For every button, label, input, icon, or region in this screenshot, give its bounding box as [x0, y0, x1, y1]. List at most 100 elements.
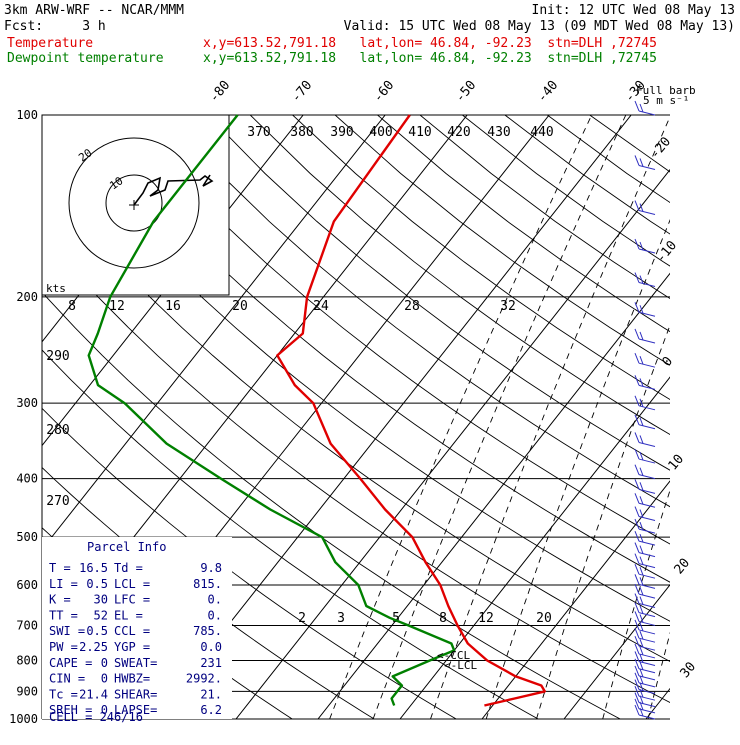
- theta-label: 390: [330, 125, 353, 140]
- parcel-value: SHEAR=: [114, 687, 157, 701]
- wind-barb: [635, 673, 655, 687]
- parcel-value: LCL =: [114, 577, 150, 591]
- parcel-value: 21.4: [79, 687, 108, 701]
- isotherm: [318, 115, 740, 719]
- theta-label: 400: [369, 125, 392, 140]
- parcel-value: PW =: [49, 640, 78, 654]
- parcel-value: 2.25: [79, 640, 108, 654]
- theta-left-label: 280: [46, 423, 69, 438]
- isotherm-label: -70: [289, 78, 316, 106]
- parcel-value: 2992.: [186, 672, 222, 686]
- theta-label: 430: [487, 125, 510, 140]
- parcel-value: HWBZ=: [114, 672, 150, 686]
- isotherm-label: -20: [648, 134, 675, 162]
- parcel-value: Td =: [114, 561, 143, 575]
- wind-barb: [635, 479, 655, 493]
- wind-barb: [635, 574, 655, 588]
- dry-adiabat: [547, 115, 740, 719]
- parcel-value: 0.5: [86, 577, 108, 591]
- theta-label: 420: [447, 125, 470, 140]
- wind-barb: [635, 329, 655, 343]
- parcel-value: 0.: [208, 608, 222, 622]
- dewpoint-legend-label: Dewpoint temperature: [7, 51, 164, 66]
- wind-barb: [635, 273, 655, 287]
- wind-barb: [635, 611, 655, 625]
- wind-barb: [635, 155, 655, 169]
- parcel-value: 6.2: [200, 703, 222, 717]
- wind-barb: [635, 628, 655, 642]
- pressure-tick-300: 300: [16, 396, 38, 410]
- pressure-tick-900: 900: [16, 684, 38, 698]
- parcel-value: CCL =: [114, 624, 150, 638]
- hodograph: 20 10 kts: [42, 115, 229, 295]
- mixing-label: 2: [298, 611, 306, 626]
- model-title: 3km ARW-WRF -- NCAR/MMM: [4, 3, 184, 18]
- pressure-tick-500: 500: [16, 530, 38, 544]
- parcel-value: 0: [101, 656, 108, 670]
- mixing-ratio-line: [648, 115, 740, 719]
- dry-adiabat: [250, 115, 740, 719]
- temperature-legend-label: Temperature: [7, 36, 93, 51]
- theta-label: 410: [408, 125, 431, 140]
- pressure-tick-400: 400: [16, 472, 38, 486]
- parcel-value: CIN =: [49, 672, 85, 686]
- mixing-label: 8: [439, 611, 447, 626]
- isotherm-label: 20: [672, 556, 694, 578]
- parcel-value: EL =: [114, 608, 143, 622]
- pressure-tick-1000: 1000: [9, 712, 38, 726]
- pressure-tick-200: 200: [16, 290, 38, 304]
- parcel-value: 785.: [193, 624, 222, 638]
- parcel-value: 21.: [200, 687, 222, 701]
- mixing-ratio-line: [603, 115, 740, 719]
- parcel-value: Tc =: [49, 687, 78, 701]
- wind-barb: [635, 666, 655, 680]
- theta-label: 440: [530, 125, 553, 140]
- mixing-label: 12: [478, 611, 494, 626]
- wind-barb: [635, 415, 655, 429]
- parcel-value: 16.5: [79, 561, 108, 575]
- parcel-value: 815.: [193, 577, 222, 591]
- mixing-label: 12: [109, 299, 125, 314]
- theta-label: 380: [290, 125, 313, 140]
- isotherm-label: -80: [207, 78, 234, 106]
- parcel-value: TT =: [49, 608, 78, 622]
- parcel-value: 0.0: [200, 640, 222, 654]
- hodograph-units: kts: [46, 282, 66, 295]
- theta-label: 370: [247, 125, 270, 140]
- mixing-label: 28: [404, 299, 420, 314]
- dry-adiabat: [165, 115, 740, 719]
- mixing-label: 16: [165, 299, 181, 314]
- isotherm: [728, 115, 740, 719]
- init-time: Init: 12 UTC Wed 08 May 13: [532, 3, 736, 18]
- parcel-value: YGP =: [114, 640, 150, 654]
- mixing-label: 32: [500, 299, 516, 314]
- isotherm: [400, 115, 740, 719]
- mixing-label: 24: [313, 299, 329, 314]
- parcel-value: LFC =: [114, 593, 150, 607]
- mixing-label: 8: [68, 299, 76, 314]
- isotherm-label: -60: [371, 78, 398, 106]
- theta-left-label: 270: [46, 494, 69, 509]
- wind-barb: [635, 531, 655, 545]
- parcel-value: SWI =: [49, 624, 85, 638]
- wind-barb: [635, 353, 655, 367]
- wind-barbs: [635, 101, 655, 719]
- wind-barb: [635, 375, 655, 389]
- mixing-ratio-line: [373, 115, 626, 719]
- pressure-tick-700: 700: [16, 618, 38, 632]
- parcel-info-title: Parcel Info: [87, 540, 166, 554]
- isotherm-label: 0: [660, 354, 677, 370]
- parcel-value: SWEAT=: [114, 656, 157, 670]
- parcel-value: 9.8: [200, 561, 222, 575]
- pressure-tick-600: 600: [16, 578, 38, 592]
- wind-barb: [635, 507, 655, 521]
- isotherm-label: -50: [453, 78, 480, 106]
- parcel-value: 0.: [208, 593, 222, 607]
- dry-adiabat: [590, 115, 740, 719]
- theta-left-label: 290: [46, 349, 69, 364]
